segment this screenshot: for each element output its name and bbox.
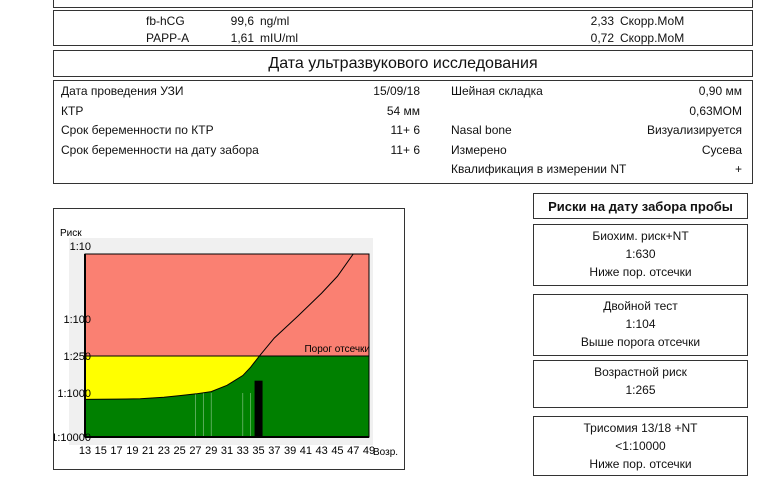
cutoff-label: Порог отсечки (304, 344, 370, 355)
risk-value: 1:265 (625, 383, 656, 397)
marker-mom: 0,72 (590, 31, 614, 45)
us-value: + (734, 162, 742, 176)
x-tick-label: 17 (110, 445, 122, 457)
x-tick-label: 49 (363, 445, 375, 457)
x-tick-label: 27 (189, 445, 201, 457)
risk-name: Трисомия 13/18 +NT (583, 421, 698, 435)
patient-risk-bar (254, 380, 263, 437)
risk-card: Трисомия 13/18 +NT <1:10000 Ниже пор. от… (533, 416, 748, 476)
x-axis-label: Возр. (373, 447, 398, 458)
marker-unit: mIU/ml (260, 31, 298, 45)
us-label: Квалификация в измерении NT (451, 162, 627, 176)
between-zone (85, 356, 259, 400)
ultrasound-title-box: Дата ультразвукового исследования (53, 50, 753, 77)
x-tick-label: 31 (221, 445, 233, 457)
us-value: 0,63МОМ (689, 103, 742, 118)
marker-mom-unit: Скорр.МоМ (620, 14, 685, 28)
x-tick-label: 29 (205, 445, 217, 457)
x-tick-label: 13 (79, 445, 91, 457)
risk-value: <1:10000 (615, 439, 666, 453)
risk-status: Выше порога отсечки (580, 335, 701, 349)
risks-title: Риски на дату забора пробы (548, 199, 733, 214)
marker-unit: ng/ml (260, 14, 290, 28)
us-label: Измерено (451, 142, 507, 157)
markers-box: fb-hCG 99,6 ng/ml 2,33 Скорр.МоМ PAPP-A … (53, 10, 753, 46)
y-tick-label: 1:10 (70, 241, 91, 253)
us-label: Срок беременности на дату забора (61, 142, 259, 157)
risk-status: Ниже пор. отсечки (589, 457, 692, 471)
risk-name: Двойной тест (603, 299, 678, 313)
risk-card: Двойной тест 1:104 Выше порога отсечки (533, 294, 748, 356)
us-value: 0,90 мм (698, 84, 742, 98)
risk-name: Биохим. риск+NT (592, 229, 689, 243)
us-label: Дата проведения УЗИ (61, 84, 184, 98)
us-value: 11+ 6 (390, 142, 420, 157)
age-risk-curve (84, 253, 354, 400)
risk-value: 1:104 (625, 317, 656, 331)
y-axis-label: Риск (60, 228, 82, 239)
x-tick-label: 41 (300, 445, 312, 457)
x-tick-label: 37 (268, 445, 280, 457)
x-tick-label: 23 (158, 445, 170, 457)
marker-mom-unit: Скорр.МоМ (620, 31, 685, 45)
marker-mom: 2,33 (590, 14, 614, 28)
x-tick-label: 45 (331, 445, 343, 457)
top-cut-box (53, 0, 753, 8)
marker-value: 1,61 (230, 31, 254, 45)
y-tick-label: 1:1000 (57, 388, 91, 400)
us-label: Nasal bone (451, 123, 512, 137)
x-tick-label: 19 (126, 445, 138, 457)
us-value: 11+ 6 (390, 123, 420, 137)
us-value: Сусева (701, 142, 742, 157)
risk-card: Возрастной риск 1:265 (533, 360, 748, 408)
risk-status: Ниже пор. отсечки (589, 265, 692, 279)
x-tick-label: 33 (237, 445, 249, 457)
us-label: Шейная складка (451, 84, 543, 98)
risk-value: 1:630 (625, 247, 656, 261)
x-tick-label: 35 (252, 445, 264, 457)
marker-name: PAPP-A (146, 31, 190, 45)
us-label: КТР (61, 103, 84, 118)
risks-title-box: Риски на дату забора пробы (533, 193, 748, 219)
x-tick-label: 15 (95, 445, 107, 457)
x-tick-label: 43 (316, 445, 328, 457)
risk-name: Возрастной риск (594, 365, 687, 379)
above-cutoff-zone (85, 254, 369, 356)
x-tick-label: 47 (347, 445, 359, 457)
us-value: 54 мм (386, 103, 420, 118)
ultrasound-title: Дата ультразвукового исследования (268, 55, 538, 72)
us-value: Визуализируется (646, 123, 742, 137)
chart-panel: Риск 1:10 1:100 1:250 1:1000 1:10000 13 15 17 19 2… (53, 208, 405, 470)
y-tick-label: 1:100 (63, 314, 91, 326)
x-tick-label: 25 (174, 445, 186, 457)
plot-frame (84, 253, 370, 438)
us-label: Срок беременности по КТР (61, 123, 214, 137)
x-tick-label: 39 (284, 445, 296, 457)
risk-card: Биохим. риск+NT 1:630 Ниже пор. отсечки (533, 224, 748, 286)
x-tick-label: 21 (142, 445, 154, 457)
y-tick-label: 1:250 (63, 351, 91, 363)
marker-value: 99,6 (230, 14, 254, 28)
us-value: 15/09/18 (373, 84, 420, 98)
y-tick-label: 1:10000 (54, 432, 91, 444)
ultrasound-box: Дата проведения УЗИ 15/09/18 КТР 54 мм Сро… (53, 80, 753, 184)
marker-name: fb-hCG (146, 14, 185, 28)
